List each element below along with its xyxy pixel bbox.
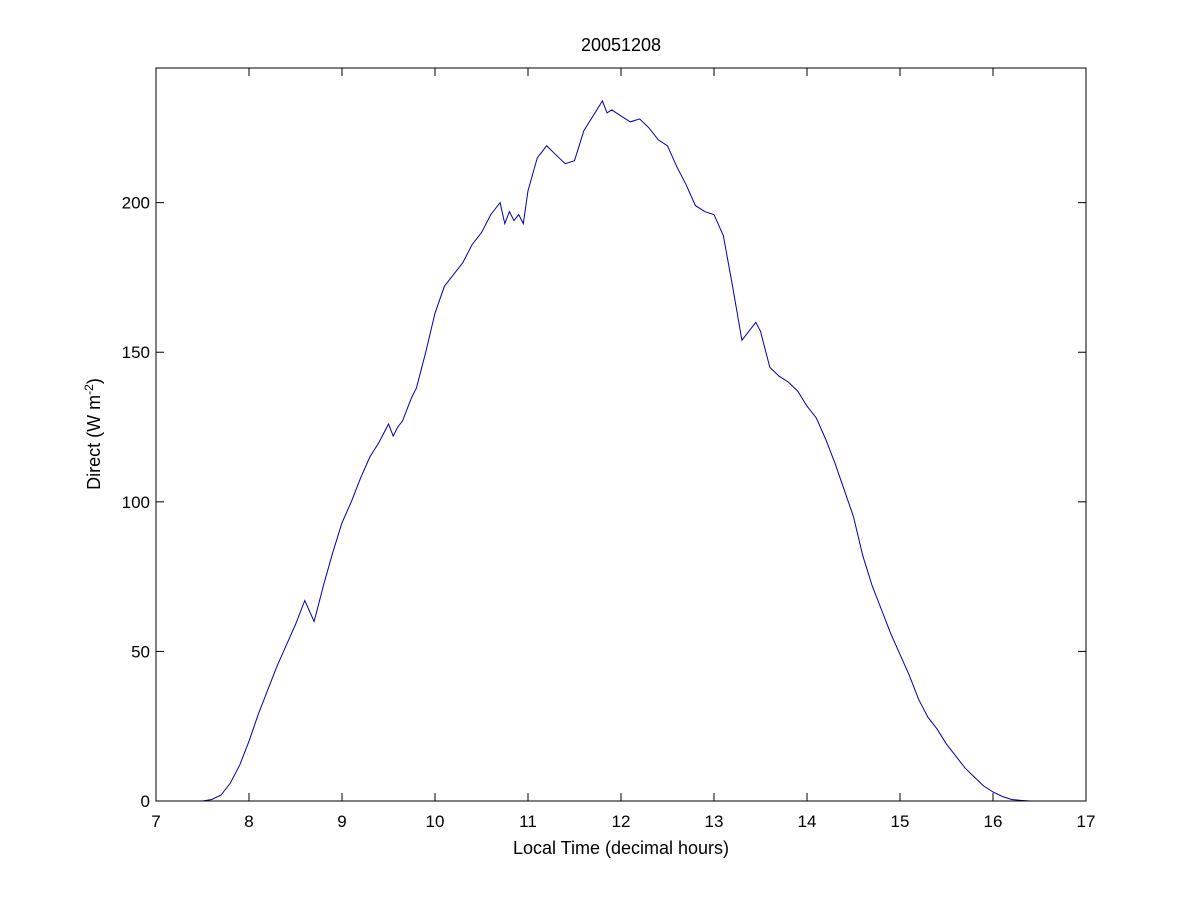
y-axis-label-superscript: -2 (82, 384, 96, 395)
plot-frame (155, 67, 1087, 802)
x-tick-label: 15 (891, 812, 910, 831)
chart-title: 20051208 (581, 35, 661, 55)
x-tick-label: 9 (337, 812, 346, 831)
y-tick-label: 0 (141, 792, 150, 811)
x-tick-label: 16 (984, 812, 1003, 831)
y-tick-label: 150 (122, 343, 150, 362)
y-tick-labels: 0 50 100 150 200 (122, 194, 150, 811)
x-tick-label: 17 (1077, 812, 1096, 831)
y-axis-label-close: ) (84, 378, 104, 384)
x-tick-label: 7 (151, 812, 160, 831)
x-tick-label: 11 (519, 812, 537, 831)
x-tick-label: 12 (612, 812, 631, 831)
x-tick-label: 10 (426, 812, 445, 831)
x-tick-label: 8 (244, 812, 253, 831)
x-axis-label: Local Time (decimal hours) (513, 838, 729, 858)
y-axis-label: Direct (W m-2) (82, 378, 104, 490)
x-tick-label: 14 (798, 812, 817, 831)
x-tick-labels: 7 8 9 10 11 12 13 14 15 16 17 (151, 812, 1095, 831)
y-tick-label: 50 (131, 642, 150, 661)
plot-area (156, 68, 1086, 801)
y-tick-label: 100 (122, 493, 150, 512)
y-axis-label-main: Direct (W m (84, 395, 104, 490)
x-tick-label: 13 (705, 812, 724, 831)
series-line (202, 99, 1045, 802)
y-tick-label: 200 (122, 194, 150, 213)
